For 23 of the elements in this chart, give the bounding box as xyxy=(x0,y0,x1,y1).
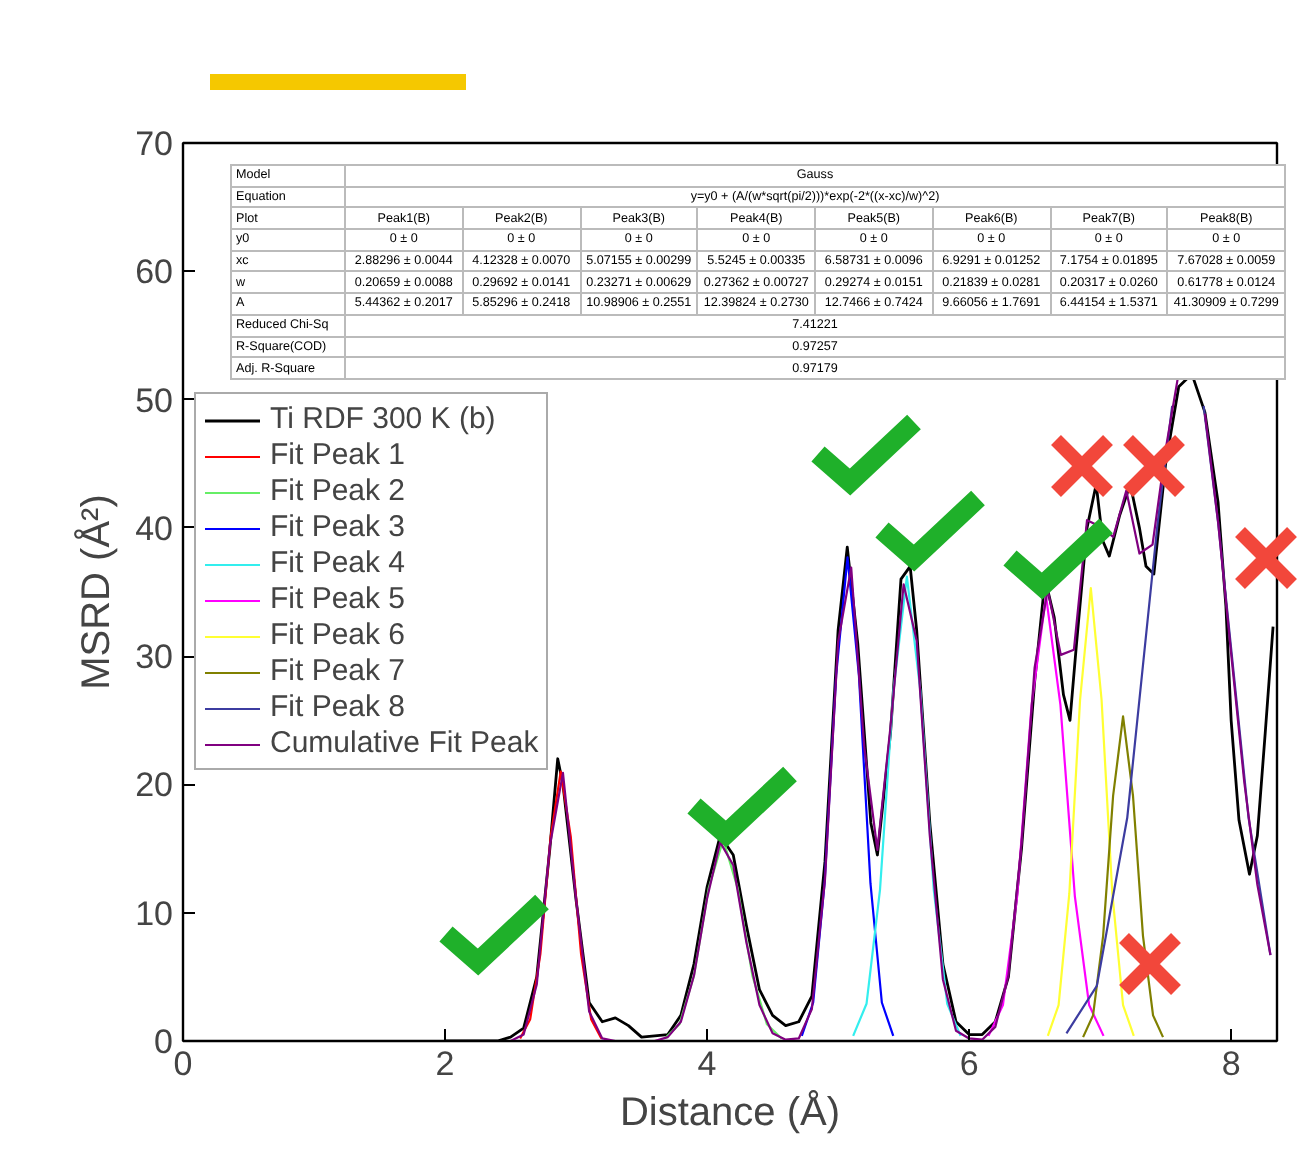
legend-label: Fit Peak 2 xyxy=(270,474,406,508)
y-tick-label: 60 xyxy=(135,253,174,292)
legend-label: Fit Peak 6 xyxy=(270,618,406,652)
legend-label: Fit Peak 7 xyxy=(270,654,406,688)
x-axis-title: Distance (Å) xyxy=(619,1089,841,1135)
y-tick-label: 70 xyxy=(135,125,174,163)
y-tick-label: 40 xyxy=(135,509,174,548)
y-tick-label: 20 xyxy=(135,766,174,805)
legend-label: Fit Peak 5 xyxy=(270,582,406,616)
legend-label: Fit Peak 8 xyxy=(270,690,406,724)
legend-label: Cumulative Fit Peak xyxy=(270,726,539,760)
legend-label: Fit Peak 1 xyxy=(270,438,406,472)
y-tick-label: 50 xyxy=(135,381,174,420)
x-tick-label: 6 xyxy=(959,1045,979,1083)
x-tick-label: 8 xyxy=(1221,1045,1241,1083)
y-tick-label: 10 xyxy=(135,894,174,933)
legend-label: Fit Peak 4 xyxy=(270,546,406,580)
legend-label: Ti RDF 300 K (b) xyxy=(270,402,496,436)
y-axis-title: MSRD (Å²) xyxy=(73,494,120,690)
legend-label: Fit Peak 3 xyxy=(270,510,406,544)
y-tick-label: 30 xyxy=(135,638,174,677)
x-tick-label: 2 xyxy=(435,1045,455,1083)
x-tick-label: 4 xyxy=(697,1045,717,1083)
